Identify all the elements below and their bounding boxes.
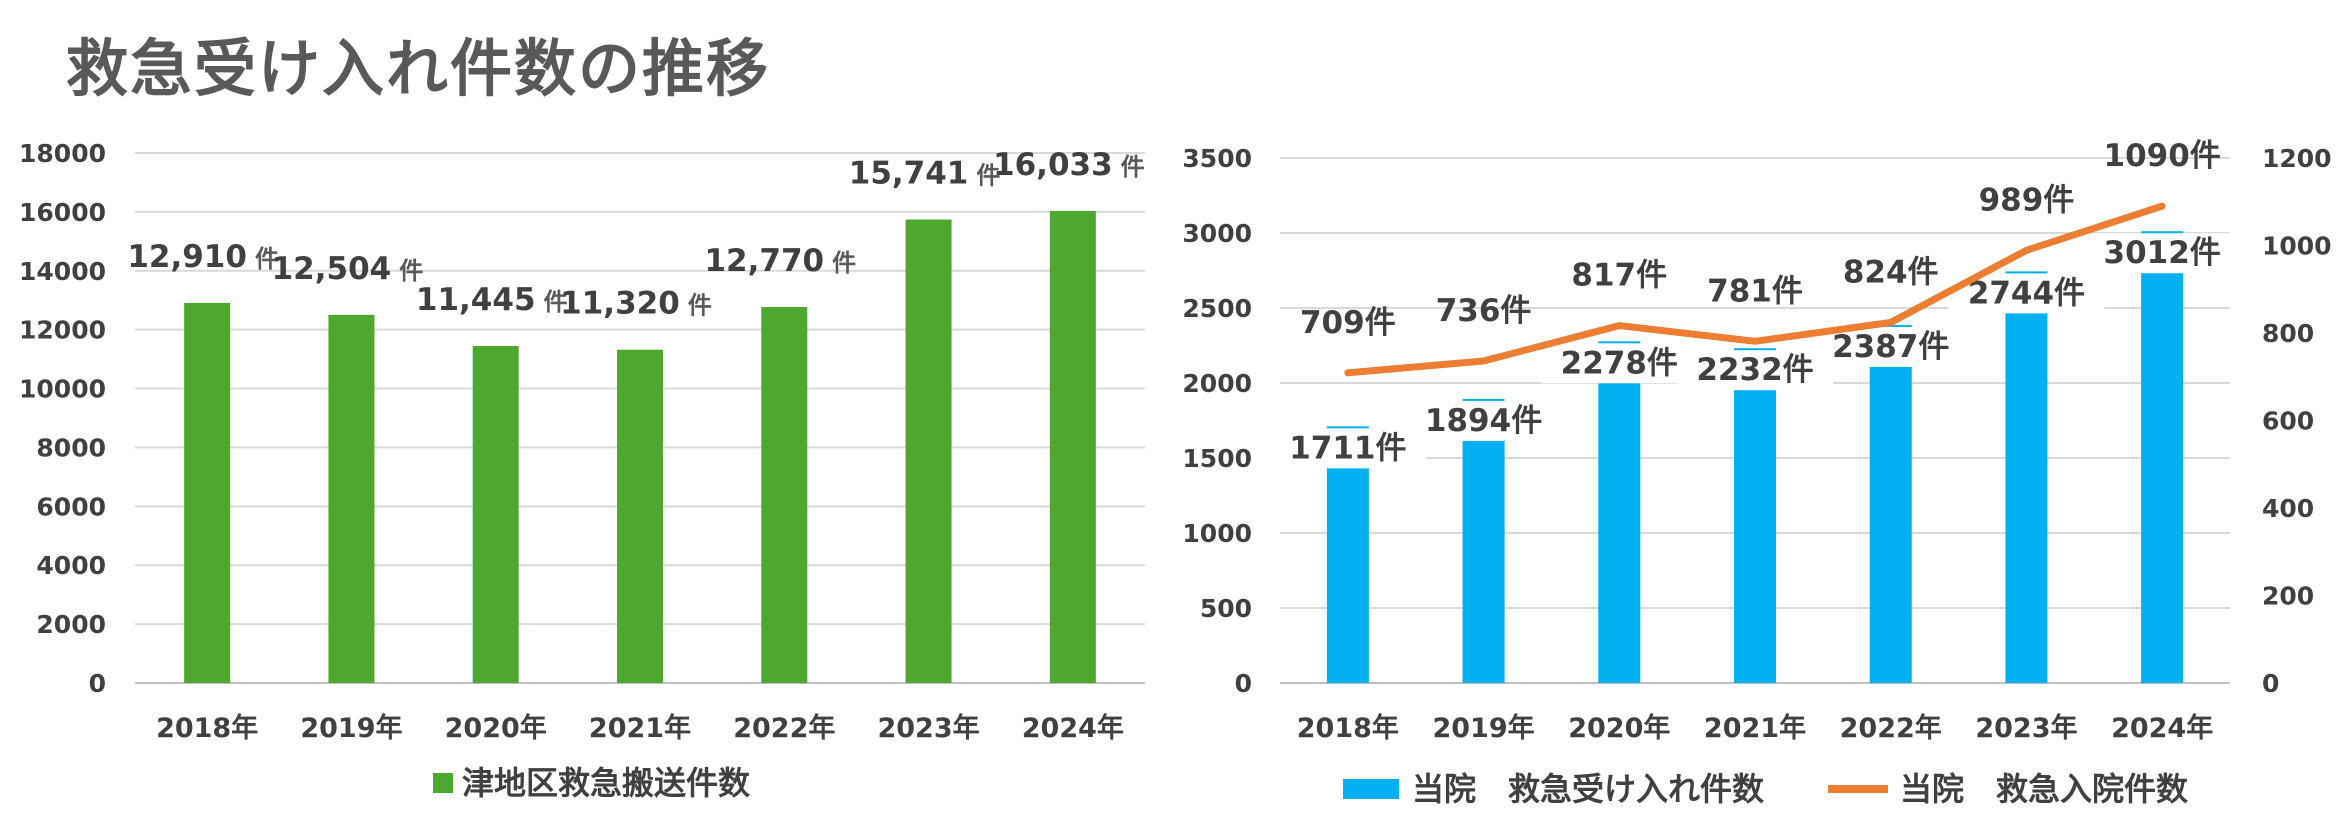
data-label: 11,445 件 — [416, 282, 568, 318]
y-tick-label: 2000 — [36, 610, 106, 639]
data-label: 11,320 件 — [560, 286, 712, 322]
data-label: 12,910 件 — [127, 239, 279, 275]
data-label-bg — [1269, 428, 1426, 469]
legend-swatch-bars — [1343, 779, 1399, 799]
data-label: 3012件 — [2104, 235, 2221, 271]
line-data-label: 817件 — [1571, 258, 1667, 294]
bar — [617, 349, 663, 683]
line-data-label: 1090件 — [2104, 138, 2221, 174]
y-tick-label: 16000 — [19, 198, 106, 227]
bar — [761, 306, 808, 683]
data-label: 2278件 — [1561, 345, 1678, 381]
data-label-bg — [1541, 343, 1698, 384]
data-label: 2744件 — [1968, 275, 2085, 311]
y-tick-label: 12000 — [19, 316, 106, 345]
data-label-bg — [1812, 326, 1969, 367]
x-tick-label: 2024年 — [1022, 712, 1124, 744]
data-label: 15,741 件 — [849, 156, 1001, 192]
legend-label: 当院 救急入院件数 — [1900, 770, 2189, 808]
bar — [905, 219, 952, 683]
data-label: 12,770 件 — [704, 243, 856, 279]
line-data-label: 989件 — [1979, 182, 2075, 218]
y-tick-label: 0 — [89, 669, 106, 698]
page-title: 救急受け入れ件数の推移 — [66, 32, 771, 105]
series-line — [1344, 202, 2166, 377]
y-tick-label: 10000 — [19, 375, 106, 404]
data-label-bg — [1677, 350, 1833, 391]
line-data-label: 736件 — [1436, 293, 1532, 329]
legend-label: 当院 救急受け入れ件数 — [1412, 770, 1765, 808]
y-tick-label: 8000 — [36, 433, 106, 462]
legend-label: 津地区救急搬送件数 — [462, 764, 751, 802]
y2-tick-label: 400 — [2262, 494, 2314, 523]
y-tick-label: 3000 — [1182, 219, 1252, 248]
bar — [1462, 398, 1505, 683]
y2-tick-label: 600 — [2262, 407, 2314, 436]
bar — [472, 346, 519, 683]
y2-tick-label: 200 — [2262, 582, 2314, 611]
y2-tick-label: 800 — [2262, 319, 2314, 348]
x-tick-label: 2021年 — [589, 712, 691, 744]
line-data-label: 781件 — [1707, 273, 1803, 309]
x-tick-label: 2023年 — [877, 712, 979, 744]
y-tick-label: 2000 — [1182, 369, 1252, 398]
x-tick-label: 2024年 — [2111, 712, 2213, 744]
y2-tick-label: 1200 — [2262, 144, 2332, 173]
y-tick-label: 500 — [1200, 594, 1252, 623]
data-label: 1894件 — [1425, 403, 1542, 439]
bar — [1049, 210, 1096, 683]
x-tick-label: 2022年 — [733, 712, 835, 744]
y-tick-label: 2500 — [1182, 294, 1252, 323]
legend-swatch — [433, 773, 453, 793]
data-label: 2387件 — [1832, 329, 1949, 365]
line-data-label: 709件 — [1300, 305, 1396, 341]
y-tick-label: 0 — [1235, 669, 1252, 698]
data-label-bg — [1405, 400, 1562, 441]
bar — [1734, 348, 1776, 683]
x-tick-label: 2020年 — [1568, 712, 1670, 744]
y-tick-label: 4000 — [36, 551, 106, 580]
x-tick-label: 2018年 — [156, 712, 258, 744]
x-tick-label: 2020年 — [445, 712, 547, 744]
x-tick-label: 2018年 — [1297, 712, 1399, 744]
data-label: 16,033 件 — [993, 147, 1145, 183]
bar — [328, 314, 375, 683]
x-tick-label: 2019年 — [1432, 712, 1534, 744]
bar — [2005, 271, 2048, 683]
data-label-bg — [2084, 233, 2241, 274]
y2-tick-label: 0 — [2262, 669, 2279, 698]
y-tick-label: 18000 — [19, 139, 106, 168]
y-tick-label: 1500 — [1182, 444, 1252, 473]
data-label: 12,504 件 — [272, 251, 424, 287]
data-label: 2232件 — [1696, 352, 1813, 388]
y2-tick-label: 1000 — [2262, 232, 2332, 261]
x-tick-label: 2022年 — [1840, 712, 1942, 744]
y-tick-label: 6000 — [36, 492, 106, 521]
line-data-label: 824件 — [1843, 255, 1939, 291]
bar — [1326, 426, 1369, 683]
x-tick-label: 2023年 — [1975, 712, 2077, 744]
bar — [1598, 341, 1641, 683]
bar — [184, 302, 231, 683]
y-tick-label: 14000 — [19, 257, 106, 286]
data-label: 1711件 — [1289, 430, 1406, 466]
y-tick-label: 1000 — [1182, 519, 1252, 548]
bar — [2141, 231, 2184, 683]
y-tick-label: 3500 — [1182, 144, 1252, 173]
bar — [1869, 324, 1912, 683]
x-tick-label: 2021年 — [1704, 712, 1806, 744]
x-tick-label: 2019年 — [300, 712, 402, 744]
